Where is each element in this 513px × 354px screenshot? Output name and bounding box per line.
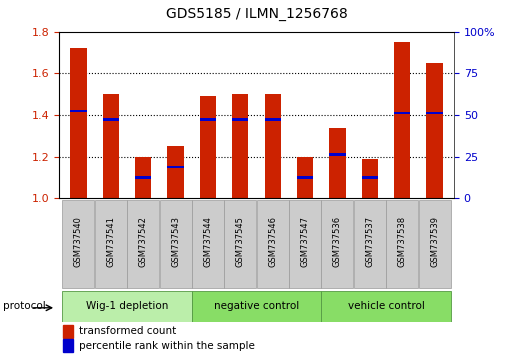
Bar bbox=[329, 153, 346, 156]
Bar bbox=[362, 176, 378, 179]
FancyBboxPatch shape bbox=[386, 200, 418, 287]
Text: protocol: protocol bbox=[3, 301, 45, 311]
Bar bbox=[200, 118, 216, 121]
Text: GSM737541: GSM737541 bbox=[106, 216, 115, 267]
Bar bbox=[297, 156, 313, 198]
Bar bbox=[232, 94, 248, 198]
Bar bbox=[297, 176, 313, 179]
Bar bbox=[426, 63, 443, 198]
Bar bbox=[70, 48, 87, 198]
Text: GSM737545: GSM737545 bbox=[236, 216, 245, 267]
FancyBboxPatch shape bbox=[289, 200, 321, 287]
Bar bbox=[265, 94, 281, 198]
FancyBboxPatch shape bbox=[224, 200, 256, 287]
Bar bbox=[70, 109, 87, 112]
Text: GSM737538: GSM737538 bbox=[398, 216, 407, 267]
Text: Wig-1 depletion: Wig-1 depletion bbox=[86, 301, 168, 311]
Bar bbox=[426, 112, 443, 114]
Text: negative control: negative control bbox=[214, 301, 299, 311]
Bar bbox=[167, 166, 184, 169]
Text: GSM737544: GSM737544 bbox=[204, 216, 212, 267]
FancyBboxPatch shape bbox=[256, 200, 289, 287]
Bar bbox=[135, 156, 151, 198]
FancyBboxPatch shape bbox=[192, 291, 321, 321]
FancyBboxPatch shape bbox=[321, 291, 451, 321]
Text: GSM737540: GSM737540 bbox=[74, 216, 83, 267]
FancyBboxPatch shape bbox=[419, 200, 450, 287]
FancyBboxPatch shape bbox=[62, 291, 192, 321]
FancyBboxPatch shape bbox=[127, 200, 159, 287]
Text: vehicle control: vehicle control bbox=[348, 301, 424, 311]
FancyBboxPatch shape bbox=[192, 200, 224, 287]
Bar bbox=[329, 127, 346, 198]
Text: percentile rank within the sample: percentile rank within the sample bbox=[79, 341, 254, 350]
Bar bbox=[394, 112, 410, 114]
FancyBboxPatch shape bbox=[160, 200, 191, 287]
Text: GDS5185 / ILMN_1256768: GDS5185 / ILMN_1256768 bbox=[166, 7, 347, 21]
Bar bbox=[63, 325, 73, 338]
Text: GSM737543: GSM737543 bbox=[171, 216, 180, 267]
Text: GSM737536: GSM737536 bbox=[333, 216, 342, 267]
Bar bbox=[103, 94, 119, 198]
Bar bbox=[63, 339, 73, 353]
Bar bbox=[103, 118, 119, 121]
Text: GSM737537: GSM737537 bbox=[365, 216, 374, 267]
Bar bbox=[362, 159, 378, 198]
Bar bbox=[200, 96, 216, 198]
Text: GSM737539: GSM737539 bbox=[430, 216, 439, 267]
FancyBboxPatch shape bbox=[322, 200, 353, 287]
Bar bbox=[394, 42, 410, 198]
Bar bbox=[232, 118, 248, 121]
Text: GSM737547: GSM737547 bbox=[301, 216, 309, 267]
Bar bbox=[167, 146, 184, 198]
Text: GSM737542: GSM737542 bbox=[139, 216, 148, 267]
Bar bbox=[265, 118, 281, 121]
FancyBboxPatch shape bbox=[354, 200, 386, 287]
Text: GSM737546: GSM737546 bbox=[268, 216, 277, 267]
FancyBboxPatch shape bbox=[95, 200, 127, 287]
FancyBboxPatch shape bbox=[63, 200, 94, 287]
Text: transformed count: transformed count bbox=[79, 326, 176, 336]
Bar bbox=[135, 176, 151, 179]
